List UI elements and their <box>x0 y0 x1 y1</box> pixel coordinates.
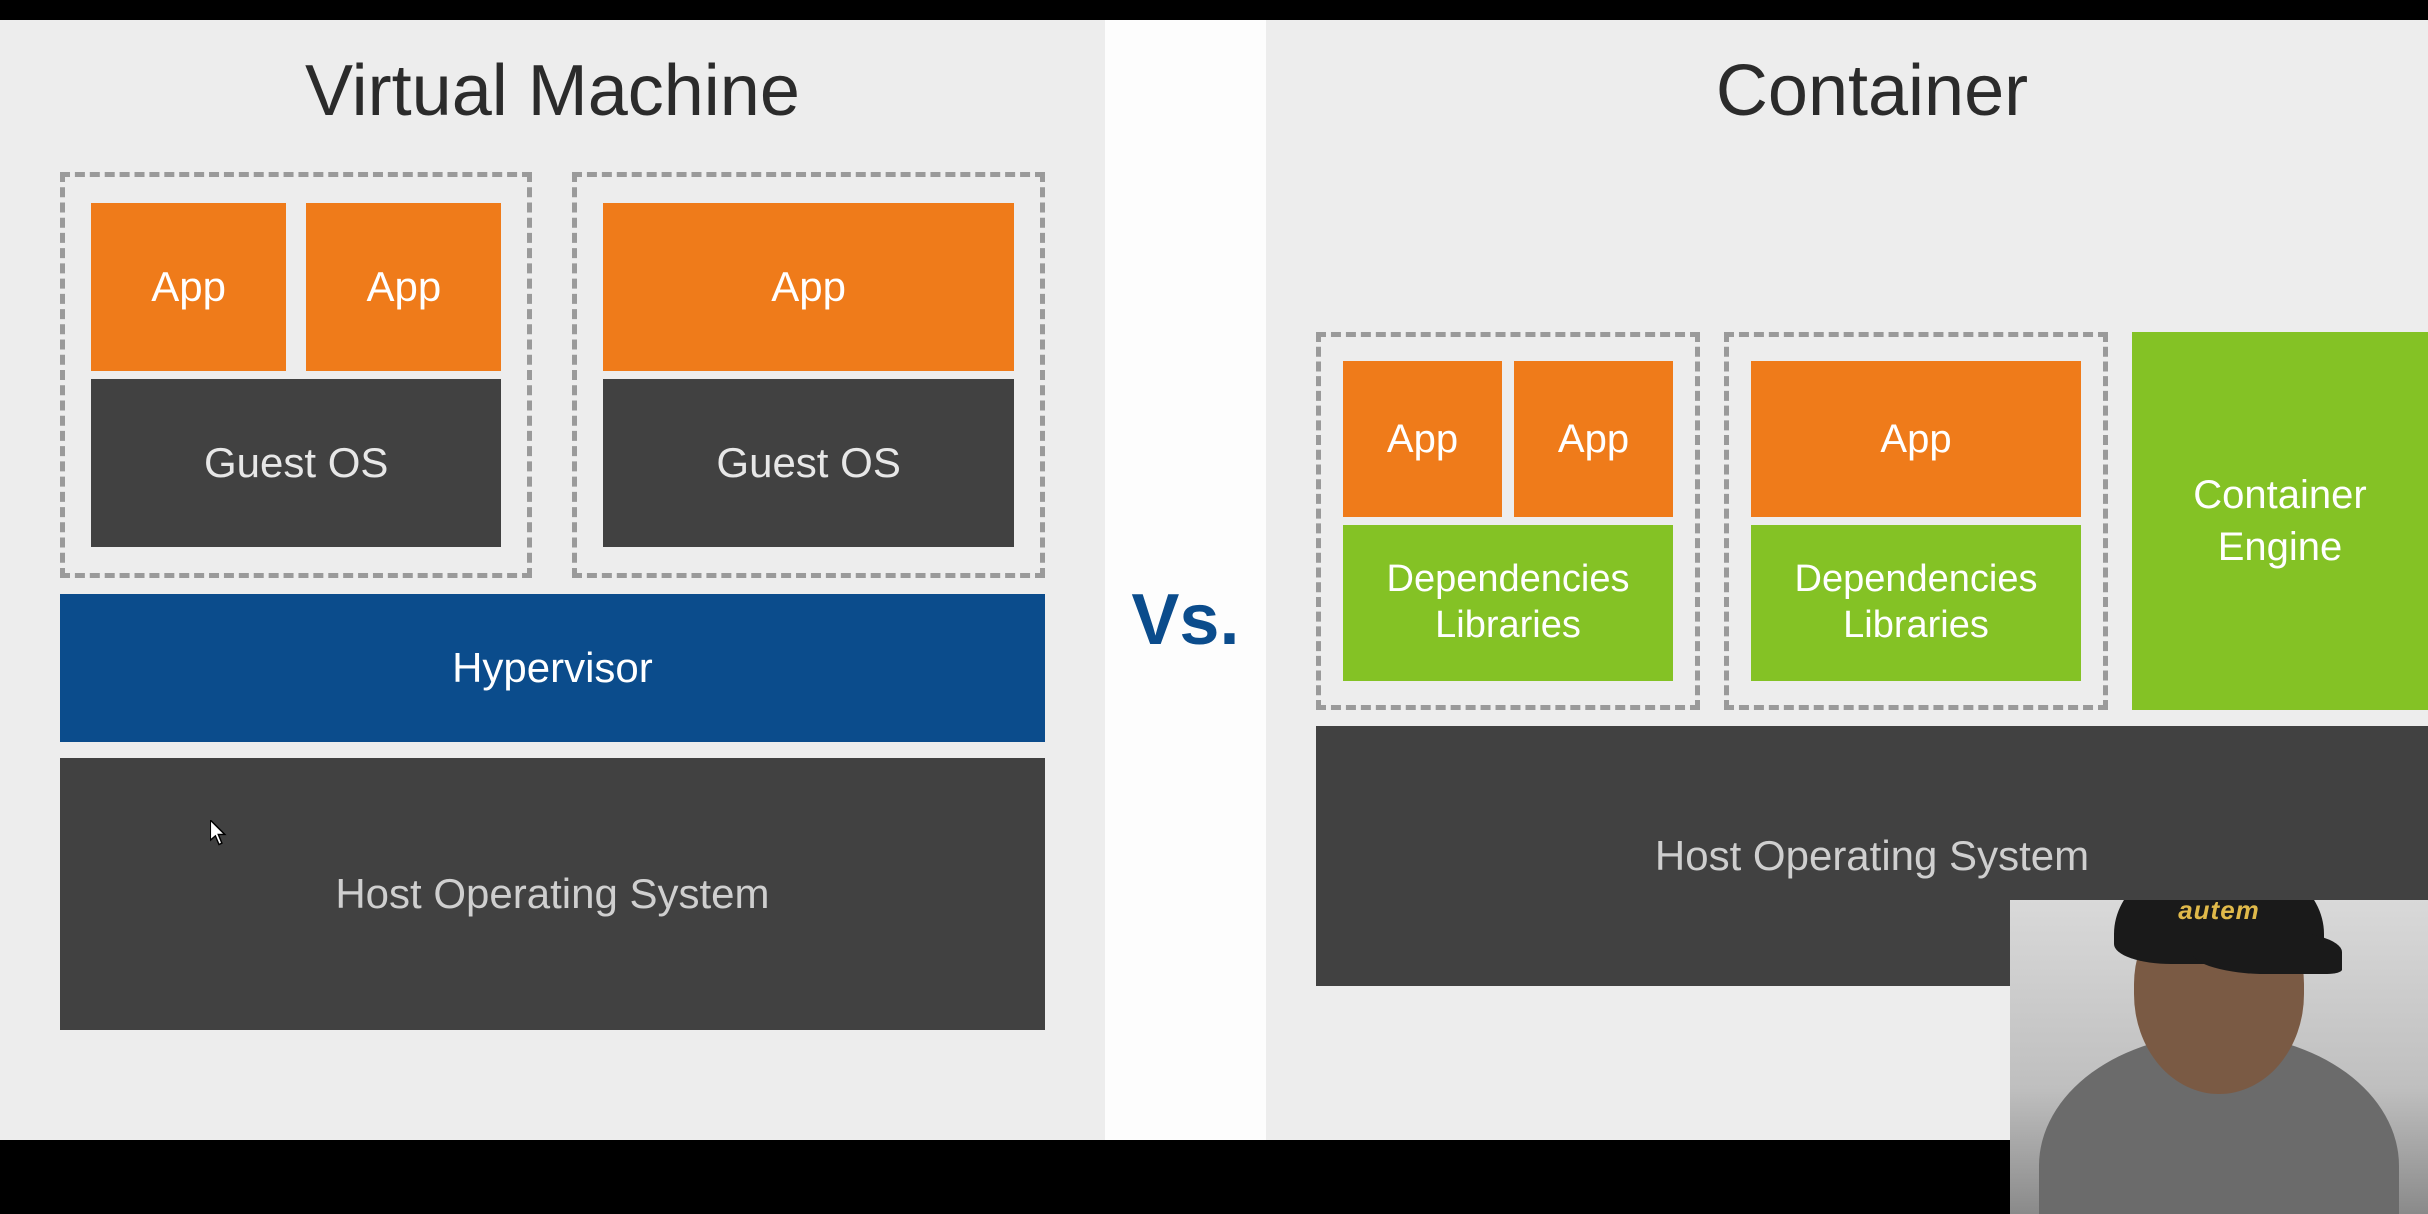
container-title: Container <box>1316 50 2428 132</box>
container-engine-box: ContainerEngine <box>2132 332 2428 710</box>
container-slot-0-apps: App App <box>1343 361 1673 517</box>
vs-label: Vs. <box>1131 579 1239 661</box>
container-slot-1: App DependenciesLibraries <box>1724 332 2108 710</box>
webcam-cap-text: autem <box>2178 900 2260 926</box>
vm-panel: Virtual Machine App App Guest OS App Gue… <box>0 20 1105 1140</box>
container-app-box: App <box>1343 361 1502 517</box>
vm-slot-1: App Guest OS <box>572 172 1044 578</box>
dependencies-box: DependenciesLibraries <box>1343 525 1673 681</box>
webcam-overlay: autem <box>2010 900 2428 1214</box>
container-app-box: App <box>1514 361 1673 517</box>
container-app-box: App <box>1751 361 2081 517</box>
vm-slots-row: App App Guest OS App Guest OS <box>60 172 1045 578</box>
vm-slot-0: App App Guest OS <box>60 172 532 578</box>
webcam-cap-brim <box>2192 930 2342 974</box>
vm-guest-os-box: Guest OS <box>91 379 501 547</box>
vm-app-box: App <box>306 203 501 371</box>
center-gap: Vs. <box>1105 20 1266 1140</box>
vm-title: Virtual Machine <box>60 50 1045 132</box>
container-slot-0: App App DependenciesLibraries <box>1316 332 1700 710</box>
dependencies-box: DependenciesLibraries <box>1751 525 2081 681</box>
vm-host-os-box: Host Operating System <box>60 758 1045 1030</box>
vm-app-box: App <box>603 203 1013 371</box>
vm-slot-0-apps: App App <box>91 203 501 371</box>
vm-app-box: App <box>91 203 286 371</box>
viewport: Virtual Machine App App Guest OS App Gue… <box>0 0 2428 1214</box>
vm-guest-os-box: Guest OS <box>603 379 1013 547</box>
letterbox-top <box>0 0 2428 20</box>
container-slots-row: App App DependenciesLibraries App Depend… <box>1316 332 2428 710</box>
container-slot-1-apps: App <box>1751 361 2081 517</box>
hypervisor-box: Hypervisor <box>60 594 1045 742</box>
vm-slot-1-apps: App <box>603 203 1013 371</box>
